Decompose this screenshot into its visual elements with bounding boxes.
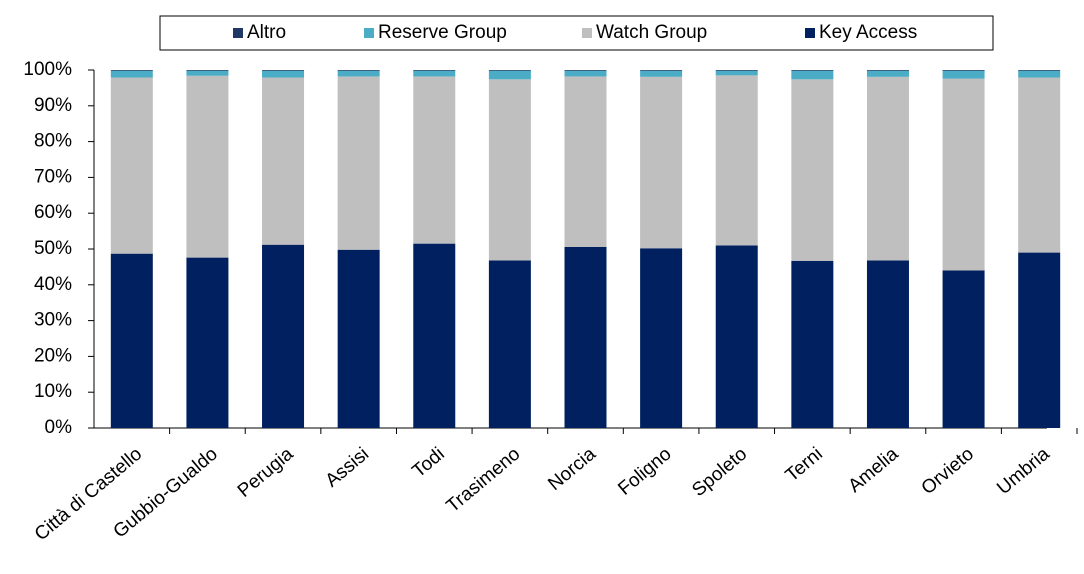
bar-segment bbox=[488, 70, 531, 80]
bar-segment bbox=[1018, 70, 1061, 71]
x-tick-label: Todi bbox=[409, 444, 449, 482]
x-tick-label: Assisi bbox=[322, 444, 374, 492]
legend-swatch bbox=[582, 28, 592, 38]
y-tick-label: 30% bbox=[34, 310, 72, 331]
legend-label: Key Access bbox=[819, 22, 917, 43]
x-tick-label: Orvieto bbox=[918, 444, 978, 499]
bar-segment bbox=[337, 70, 380, 71]
bar-segment bbox=[186, 70, 229, 71]
x-tick-label: Terni bbox=[782, 444, 827, 487]
bar-segment bbox=[337, 76, 380, 250]
bar-segment bbox=[866, 76, 909, 261]
bar-segment bbox=[564, 70, 607, 77]
bar-segment bbox=[186, 70, 229, 76]
legend-label: Altro bbox=[247, 22, 286, 43]
bar-segment bbox=[791, 79, 834, 261]
bar-segment bbox=[413, 243, 456, 428]
legend-label: Watch Group bbox=[596, 22, 707, 43]
bar-segment bbox=[866, 70, 909, 77]
bar-segment bbox=[942, 70, 985, 79]
bar-segment bbox=[110, 70, 153, 71]
y-tick-label: 40% bbox=[34, 274, 72, 295]
bar-segment bbox=[791, 260, 834, 428]
bar-segment bbox=[1018, 252, 1061, 428]
bar-segment bbox=[262, 70, 305, 71]
bar-segment bbox=[262, 70, 305, 78]
y-tick-label: 20% bbox=[34, 345, 72, 366]
bar-segment bbox=[186, 257, 229, 428]
y-tick-label: 0% bbox=[45, 417, 73, 438]
legend-swatch bbox=[805, 28, 815, 38]
bar-segment bbox=[715, 75, 758, 246]
bar-segment bbox=[186, 75, 229, 258]
x-tick-label: Umbria bbox=[993, 443, 1054, 499]
legend-label: Reserve Group bbox=[378, 22, 507, 43]
bar-segment bbox=[337, 249, 380, 428]
bar-segment bbox=[110, 253, 153, 428]
y-tick-label: 60% bbox=[34, 202, 72, 223]
bar-segment bbox=[640, 70, 683, 71]
y-tick-label: 10% bbox=[34, 381, 72, 402]
bar-segment bbox=[488, 70, 531, 71]
bar-segment bbox=[262, 244, 305, 428]
x-tick-label: Trasimeno bbox=[443, 444, 525, 517]
bar-segment bbox=[942, 270, 985, 428]
x-tick-label: Amelia bbox=[844, 443, 902, 497]
bar-segment bbox=[337, 70, 380, 77]
bar-segment bbox=[640, 70, 683, 77]
bar-segment bbox=[866, 260, 909, 428]
legend-box bbox=[159, 15, 994, 51]
bar-segment bbox=[866, 70, 909, 71]
bar-segment bbox=[488, 79, 531, 261]
bar-segment bbox=[640, 248, 683, 428]
x-tick-label: Perugia bbox=[234, 443, 298, 501]
y-tick-label: 70% bbox=[34, 166, 72, 187]
bar-segment bbox=[715, 70, 758, 76]
bar-segment bbox=[640, 76, 683, 249]
bar-segment bbox=[715, 70, 758, 71]
x-tick-label: Norcia bbox=[544, 443, 600, 495]
legend-swatch bbox=[233, 28, 243, 38]
y-tick-label: 50% bbox=[34, 238, 72, 259]
bar-segment bbox=[564, 246, 607, 428]
y-tick-label: 100% bbox=[23, 59, 72, 80]
y-tick-label: 90% bbox=[34, 95, 72, 116]
bar-segment bbox=[488, 260, 531, 428]
bar-segment bbox=[1018, 70, 1061, 78]
bar-segment bbox=[791, 70, 834, 80]
bar-segment bbox=[942, 70, 985, 71]
x-tick-label: Spoleto bbox=[688, 444, 751, 502]
legend-swatch bbox=[364, 28, 374, 38]
y-tick-label: 80% bbox=[34, 131, 72, 152]
bar-segment bbox=[942, 78, 985, 271]
bar-segment bbox=[262, 77, 305, 245]
bar-segment bbox=[1018, 77, 1061, 253]
bar-segment bbox=[564, 70, 607, 71]
bar-segment bbox=[413, 70, 456, 71]
x-tick-label: Foligno bbox=[614, 444, 675, 500]
bar-segment bbox=[110, 77, 153, 254]
bar-segment bbox=[110, 70, 153, 78]
bar-segment bbox=[715, 245, 758, 428]
bar-segment bbox=[564, 76, 607, 247]
bar-segment bbox=[413, 70, 456, 77]
bar-segment bbox=[413, 76, 456, 244]
bar-segment bbox=[791, 70, 834, 71]
